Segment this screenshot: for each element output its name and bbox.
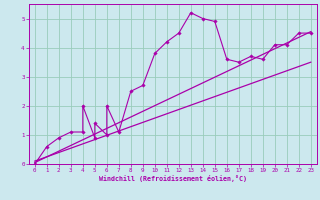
X-axis label: Windchill (Refroidissement éolien,°C): Windchill (Refroidissement éolien,°C)	[99, 175, 247, 182]
